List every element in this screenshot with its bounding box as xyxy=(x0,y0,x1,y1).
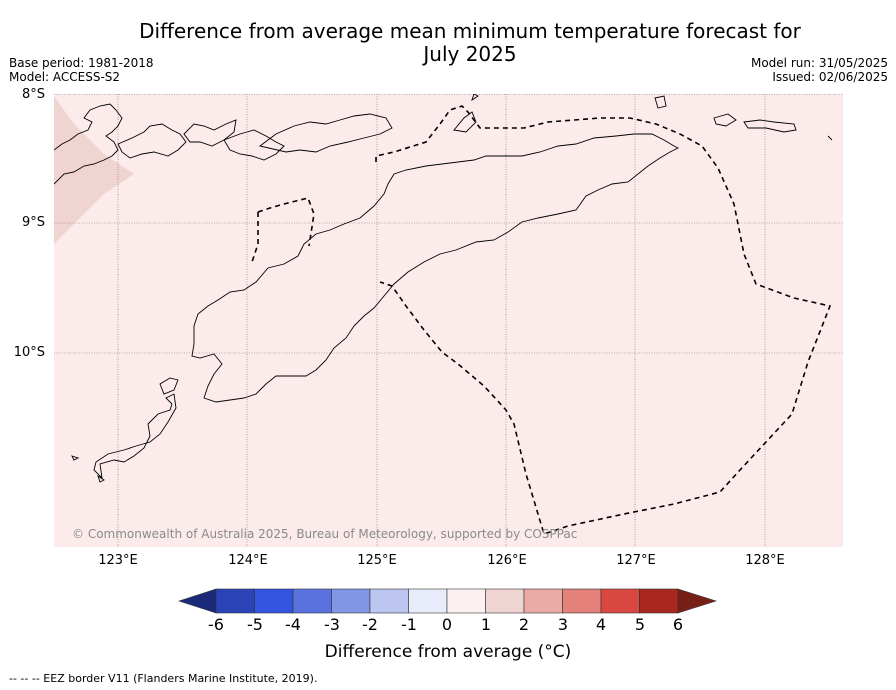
lat-label-9s: 9°S xyxy=(21,215,45,230)
colorbar-bin xyxy=(639,588,679,614)
cb-tick-6: 6 xyxy=(672,615,684,634)
eez-timor-leste xyxy=(375,105,832,536)
cb-tick-m6: -6 xyxy=(208,615,224,634)
colorbar-extend-low xyxy=(178,588,217,614)
model-name: Model: ACCESS-S2 xyxy=(9,70,121,84)
ndao-islets xyxy=(71,455,105,483)
title-line-1: Difference from average mean minimum tem… xyxy=(139,19,801,43)
kisar-coast xyxy=(713,113,737,127)
base-period: Base period: 1981-2018 xyxy=(9,56,154,70)
cb-tick-4: 4 xyxy=(595,615,607,634)
lon-label-126e: 126°E xyxy=(487,553,527,568)
alor-coast xyxy=(258,113,393,153)
eez-border xyxy=(251,105,832,536)
colorbar-bin xyxy=(369,588,409,614)
lembata-coast xyxy=(183,119,237,147)
cb-tick-5: 5 xyxy=(634,615,646,634)
colorbar-bin xyxy=(523,588,563,614)
colorbar-bin xyxy=(215,588,255,614)
semau-coast xyxy=(159,377,179,395)
lon-label-127e: 127°E xyxy=(616,553,656,568)
colorbar-bin xyxy=(254,588,294,614)
colorbar-bin xyxy=(446,588,486,614)
title-line-2: July 2025 xyxy=(423,42,517,66)
adonara-coast xyxy=(117,123,187,159)
colorbar-bin xyxy=(408,588,448,614)
cb-tick-0: 0 xyxy=(441,615,453,634)
metadata-left: Base period: 1981-2018 Model: ACCESS-S2 xyxy=(9,56,154,84)
colorbar-label: Difference from average (°C) xyxy=(324,642,572,662)
cb-tick-3: 3 xyxy=(557,615,569,634)
map-panel: © Commonwealth of Australia 2025, Bureau… xyxy=(54,94,843,547)
colorbar-bin xyxy=(562,588,602,614)
chart-title: Difference from average mean minimum tem… xyxy=(120,20,820,66)
cb-tick-m4: -4 xyxy=(285,615,301,634)
model-run: Model run: 31/05/2025 xyxy=(750,56,888,70)
lat-label-8s: 8°S xyxy=(21,87,45,102)
lon-label-123e: 123°E xyxy=(98,553,138,568)
wetar-edge xyxy=(471,94,479,102)
cb-tick-m1: -1 xyxy=(401,615,417,634)
flores-coast xyxy=(54,103,123,185)
colorbar-bin xyxy=(485,588,525,614)
lon-label-125e: 125°E xyxy=(357,553,397,568)
eez-enclave-west xyxy=(251,212,259,263)
colorbar-bin xyxy=(292,588,332,614)
pantar-coast xyxy=(223,129,285,161)
graticule xyxy=(54,94,843,547)
eez-footnote: -- -- -- EEZ border V11 (Flanders Marine… xyxy=(9,672,318,685)
copyright-text: © Commonwealth of Australia 2025, Bureau… xyxy=(72,527,577,541)
leti-coast xyxy=(743,119,797,133)
cb-tick-m3: -3 xyxy=(324,615,340,634)
wetar-islet xyxy=(654,95,667,109)
cb-tick-m5: -5 xyxy=(247,615,263,634)
cb-tick-2: 2 xyxy=(518,615,530,634)
eastern-islet xyxy=(827,135,833,141)
lon-label-124e: 124°E xyxy=(228,553,268,568)
anomaly-field xyxy=(54,94,843,547)
colorbar-bin xyxy=(331,588,371,614)
rote-coast xyxy=(93,393,177,480)
timor-coast xyxy=(191,133,680,403)
eez-enclave-oecusse xyxy=(257,197,315,247)
lon-label-128e: 128°E xyxy=(745,553,785,568)
cb-tick-1: 1 xyxy=(480,615,492,634)
colorbar xyxy=(178,588,717,614)
warmer-anomaly-region xyxy=(54,96,134,244)
coastlines xyxy=(54,94,833,483)
colorbar-extend-high xyxy=(677,588,717,614)
atauro-coast xyxy=(453,111,477,133)
metadata-right: Model run: 31/05/2025 Issued: 02/06/2025 xyxy=(751,56,888,84)
issued-date: Issued: 02/06/2025 xyxy=(772,70,888,84)
colorbar-bin xyxy=(600,588,640,614)
lat-label-10s: 10°S xyxy=(13,345,45,360)
cb-tick-m2: -2 xyxy=(362,615,378,634)
